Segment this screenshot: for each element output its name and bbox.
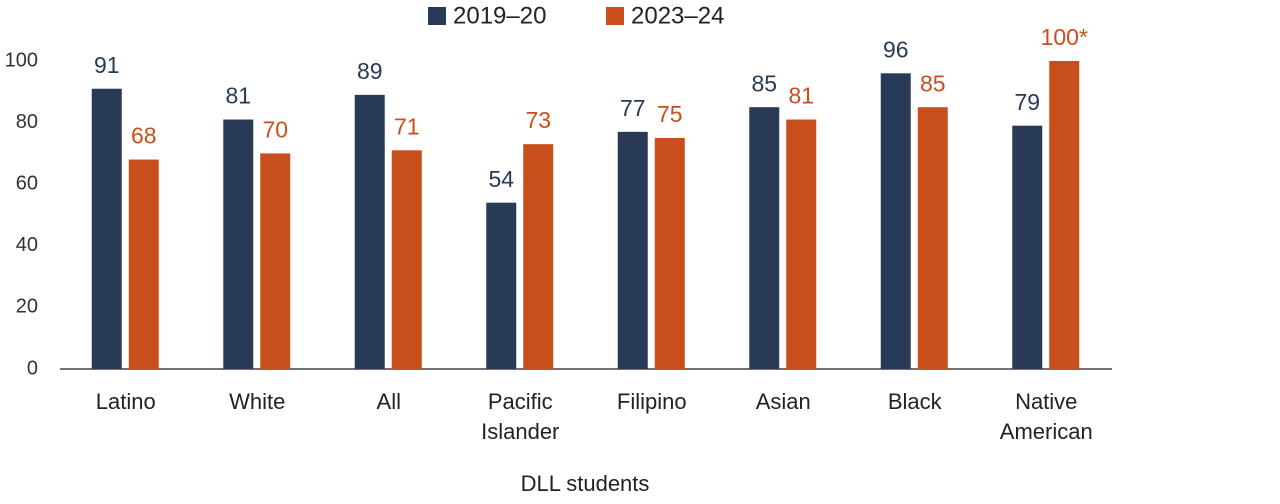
x-axis-label: DLL students: [521, 471, 650, 496]
legend-label: 2023–24: [631, 2, 724, 29]
y-tick-label: 100: [5, 49, 38, 71]
bar: [486, 202, 517, 369]
y-tick-label: 0: [27, 357, 38, 379]
bar: [786, 119, 817, 370]
x-tick-label: Filipino: [616, 389, 687, 414]
x-tick-label: Black: [887, 389, 942, 414]
value-label: 75: [657, 101, 683, 127]
y-tick-label: 20: [16, 296, 38, 318]
bar: [128, 159, 159, 369]
value-label: 54: [488, 166, 514, 192]
bar: [1012, 125, 1043, 370]
value-label: 71: [394, 113, 420, 139]
bar: [354, 94, 385, 369]
value-label: 70: [262, 116, 288, 142]
x-tick-label: Native American: [999, 389, 1093, 444]
x-tick-label: Latino: [95, 389, 156, 414]
bar: [260, 153, 291, 369]
x-tick-label: White: [229, 389, 286, 414]
y-tick-label: 60: [16, 172, 38, 194]
bar: [654, 138, 685, 369]
y-tick-label: 80: [16, 111, 38, 133]
bar: [880, 73, 911, 369]
value-label: 100*: [1041, 24, 1088, 50]
x-tick-label: All: [376, 389, 401, 414]
bar: [523, 144, 554, 369]
x-tick-label: Asian: [755, 389, 811, 414]
value-label: 68: [131, 123, 157, 149]
x-tick-label: Pacific Islander: [481, 389, 560, 444]
bar: [917, 107, 948, 369]
value-label: 81: [788, 83, 814, 109]
bar: [391, 150, 422, 369]
value-label: 89: [357, 58, 383, 84]
value-label: 91: [94, 52, 120, 78]
bar: [91, 88, 122, 369]
value-label: 73: [525, 107, 551, 133]
value-label: 79: [1014, 89, 1040, 115]
bar: [617, 131, 648, 369]
value-label: 85: [920, 70, 946, 96]
bar: [749, 107, 780, 369]
legend-swatch: [606, 7, 624, 25]
value-label: 81: [225, 83, 251, 109]
value-label: 85: [751, 70, 777, 96]
value-label: 96: [883, 36, 909, 62]
legend-label: 2019–20: [453, 2, 546, 29]
bar: [223, 119, 254, 370]
bar: [1049, 61, 1080, 369]
legend-swatch: [428, 7, 446, 25]
y-tick-label: 40: [16, 234, 38, 256]
value-label: 77: [620, 95, 646, 121]
